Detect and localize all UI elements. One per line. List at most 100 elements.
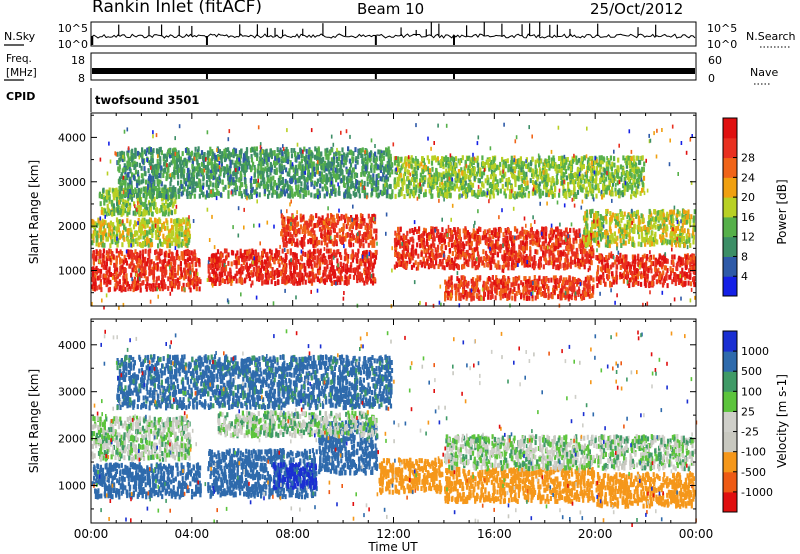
range-cell (606, 263, 609, 269)
range-cell (675, 266, 678, 272)
range-cell (458, 283, 461, 289)
range-cell (330, 176, 333, 182)
range-cell (232, 275, 235, 281)
range-cell (366, 269, 369, 275)
range-cell (373, 228, 376, 234)
range-cell (503, 282, 506, 288)
range-cell (127, 242, 130, 248)
range-cell (505, 245, 508, 251)
range-cell (317, 270, 320, 276)
range-cell (225, 248, 228, 254)
range-cell (188, 249, 191, 255)
range-cell (124, 187, 127, 193)
range-cell (628, 224, 631, 230)
range-cell (185, 270, 188, 276)
range-cell (117, 199, 121, 205)
range-cell (153, 201, 156, 207)
range-cell (179, 261, 182, 266)
range-cell (113, 211, 116, 216)
range-cell (327, 229, 330, 235)
range-cell (649, 235, 652, 241)
range-cell (574, 262, 577, 268)
range-cell (518, 249, 521, 255)
range-cell (568, 285, 571, 291)
range-cell (403, 252, 406, 258)
range-cell (287, 277, 290, 283)
range-cell (670, 212, 674, 218)
range-cell (540, 291, 543, 297)
range-cell (311, 256, 315, 262)
range-cell (367, 242, 370, 248)
range-cell (321, 254, 324, 260)
range-cell (669, 239, 672, 245)
range-cell (298, 280, 301, 286)
range-cell (220, 253, 223, 259)
range-cell (401, 259, 405, 264)
range-cell (620, 217, 623, 223)
range-cell (653, 241, 656, 247)
range-cell (417, 253, 420, 259)
range-cell (639, 257, 642, 263)
range-cell (585, 220, 588, 226)
range-cell (428, 244, 431, 250)
range-cell (428, 252, 431, 258)
range-cell (591, 245, 594, 251)
range-cell (245, 256, 248, 262)
range-cell (167, 229, 171, 235)
range-cell (679, 228, 682, 234)
range-cell (440, 252, 443, 258)
range-cell (604, 263, 607, 269)
range-cell (112, 222, 115, 228)
range-cell (519, 233, 522, 239)
range-cell (182, 217, 185, 223)
range-cell (291, 260, 294, 265)
range-cell (282, 264, 285, 270)
range-cell (176, 168, 179, 174)
range-cell (184, 229, 187, 235)
range-cell (303, 262, 306, 268)
range-cell (415, 229, 419, 235)
range-cell (239, 248, 242, 254)
range-cell (227, 271, 230, 277)
range-cell (648, 219, 651, 225)
range-cell (342, 225, 345, 231)
range-cell (357, 273, 360, 279)
range-cell (154, 230, 157, 235)
range-cell (328, 269, 331, 275)
range-cell (591, 223, 594, 229)
range-cell (659, 234, 662, 240)
range-cell (281, 179, 284, 185)
range-cell (108, 286, 111, 292)
range-cell (650, 260, 653, 266)
range-cell (161, 280, 164, 286)
station-title: Rankin Inlet (fitACF) (92, 0, 263, 17)
range-cell (457, 263, 460, 269)
range-cell (522, 235, 525, 241)
range-cell (160, 196, 164, 202)
range-cell (617, 259, 620, 265)
range-cell (563, 292, 566, 298)
range-cell (111, 188, 115, 194)
range-cell (134, 169, 138, 175)
range-cell (161, 283, 164, 289)
range-cell (662, 228, 665, 233)
range-cell (122, 259, 125, 265)
range-cell (221, 271, 224, 277)
range-cell (195, 286, 198, 292)
range-cell (666, 268, 669, 273)
range-cell (167, 206, 170, 212)
range-cell (499, 248, 502, 254)
range-cell (181, 255, 184, 261)
range-cell (640, 226, 643, 232)
range-cell (481, 260, 484, 266)
range-cell (455, 238, 459, 244)
range-cell (294, 263, 297, 269)
range-cell (658, 275, 662, 280)
range-cell (258, 273, 261, 279)
range-cell (623, 223, 626, 229)
range-cell (476, 275, 479, 281)
range-cell (335, 164, 338, 170)
range-cell (453, 227, 456, 233)
range-cell (120, 268, 123, 274)
range-cell (518, 254, 521, 260)
